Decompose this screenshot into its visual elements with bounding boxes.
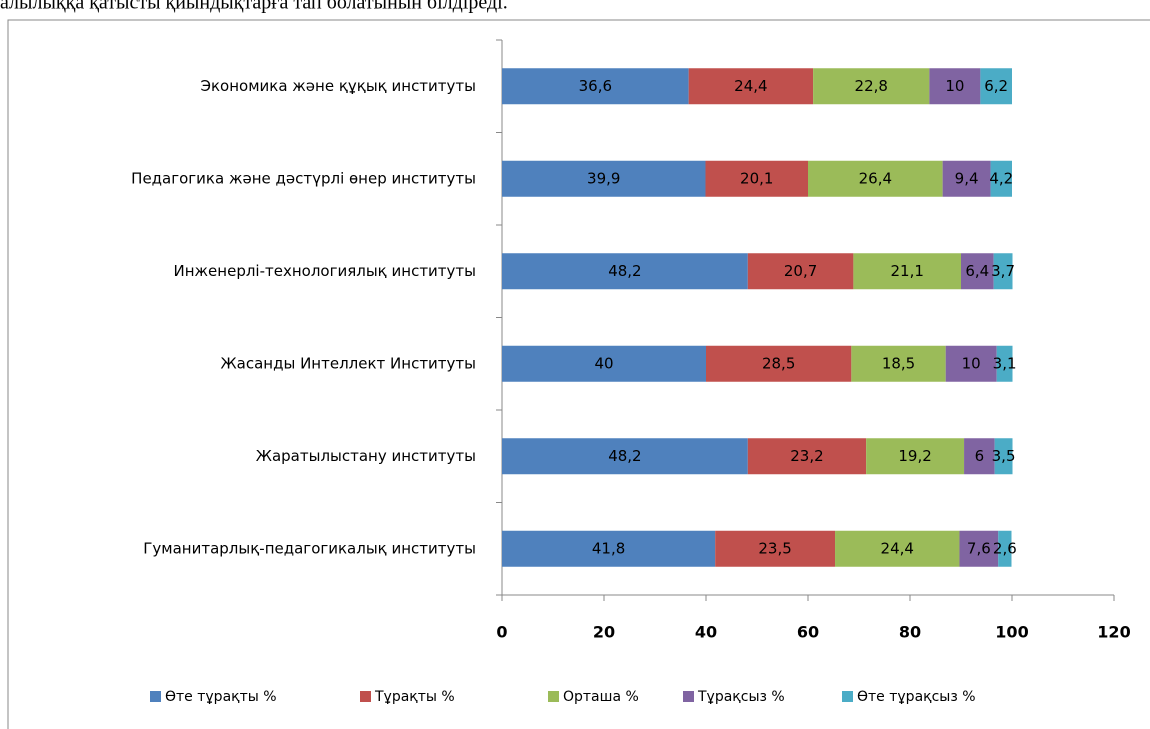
- bar-segment: [961, 253, 994, 290]
- bar-segment: [502, 253, 748, 290]
- bar-segment: [866, 438, 965, 475]
- x-tick-label: 80: [899, 623, 921, 642]
- value-label: 6,2: [984, 77, 1008, 95]
- bar-segment: [813, 68, 930, 105]
- value-label: 24,4: [734, 77, 767, 95]
- legend-swatch: [360, 691, 371, 702]
- bar-segment: [853, 253, 961, 290]
- x-tick-label: 40: [695, 623, 717, 642]
- value-label: 4,2: [989, 169, 1013, 187]
- value-label: 24,4: [881, 539, 914, 557]
- bar-segment: [945, 345, 997, 382]
- value-label: 3,5: [992, 447, 1016, 465]
- category-label: Жасанды Интеллект Институты: [221, 354, 477, 372]
- value-label: 22,8: [855, 77, 888, 95]
- value-label: 20,7: [784, 262, 817, 280]
- bar-segment: [835, 530, 960, 567]
- value-label: 10: [945, 77, 964, 95]
- bar-segment: [998, 530, 1012, 567]
- bar-segment: [747, 438, 867, 475]
- x-tick-label: 20: [593, 623, 615, 642]
- value-label: 28,5: [762, 354, 795, 372]
- bar-segment: [993, 253, 1013, 290]
- value-label: 23,2: [790, 447, 823, 465]
- legend-label: Орташа %: [563, 689, 639, 705]
- bar-segment: [929, 68, 981, 105]
- bar-segment: [980, 68, 1012, 105]
- value-label: 39,9: [587, 169, 620, 187]
- chart-frame: [7, 19, 1150, 729]
- bar-segment: [502, 345, 706, 382]
- bar-segment: [996, 345, 1013, 382]
- legend-label: Тұрақсыз %: [697, 689, 785, 705]
- bar-segment: [502, 68, 689, 105]
- bar-segment: [990, 160, 1012, 197]
- bar-segment: [706, 345, 852, 382]
- bar-segment: [502, 438, 748, 475]
- bar-segment: [502, 530, 716, 567]
- x-tick-label: 60: [797, 623, 819, 642]
- value-label: 2,6: [993, 539, 1017, 557]
- header-text: алылыққа қатысты қиындықтарға тап болаты…: [0, 0, 508, 14]
- value-label: 7,6: [967, 539, 991, 557]
- value-label: 19,2: [898, 447, 931, 465]
- category-label: Жаратылыстану институты: [256, 447, 476, 465]
- value-label: 36,6: [579, 77, 612, 95]
- bar-segment: [808, 160, 943, 197]
- category-label: Гуманитарлық-педагогикалық институты: [143, 539, 476, 557]
- category-label: Инженерлі-технологиялық институты: [174, 262, 476, 280]
- legend-swatch: [842, 691, 853, 702]
- value-label: 18,5: [882, 354, 915, 372]
- value-label: 9,4: [955, 169, 979, 187]
- value-label: 26,4: [859, 169, 892, 187]
- bar-segment: [502, 160, 706, 197]
- bar-segment: [747, 253, 854, 290]
- bar-segment: [942, 160, 991, 197]
- value-label: 20,1: [740, 169, 773, 187]
- value-label: 40: [594, 354, 613, 372]
- value-label: 3,1: [993, 354, 1017, 372]
- bar-segment: [964, 438, 995, 475]
- bar-segment: [715, 530, 836, 567]
- x-tick-label: 120: [1097, 623, 1130, 642]
- value-label: 21,1: [890, 262, 923, 280]
- x-tick-label: 0: [496, 623, 507, 642]
- value-label: 6: [975, 447, 985, 465]
- bar-segment: [994, 438, 1013, 475]
- value-label: 41,8: [592, 539, 625, 557]
- bar-segment: [688, 68, 814, 105]
- category-label: Педагогика және дәстүрлі өнер институты: [131, 169, 476, 187]
- bar-segment: [851, 345, 946, 382]
- value-label: 48,2: [608, 447, 641, 465]
- x-tick-label: 100: [995, 623, 1028, 642]
- value-label: 48,2: [608, 262, 641, 280]
- value-label: 23,5: [758, 539, 791, 557]
- legend-label: Тұрақты %: [374, 689, 455, 705]
- legend-label: Өте тұрақсыз %: [857, 689, 976, 705]
- legend-label: Өте тұрақты %: [165, 689, 277, 705]
- bar-segment: [959, 530, 999, 567]
- value-label: 10: [962, 354, 981, 372]
- value-label: 3,7: [991, 262, 1015, 280]
- legend-swatch: [150, 691, 161, 702]
- legend-swatch: [683, 691, 694, 702]
- legend-swatch: [548, 691, 559, 702]
- category-label: Экономика және құқық институты: [201, 77, 476, 95]
- bar-segment: [705, 160, 808, 197]
- value-label: 6,4: [965, 262, 989, 280]
